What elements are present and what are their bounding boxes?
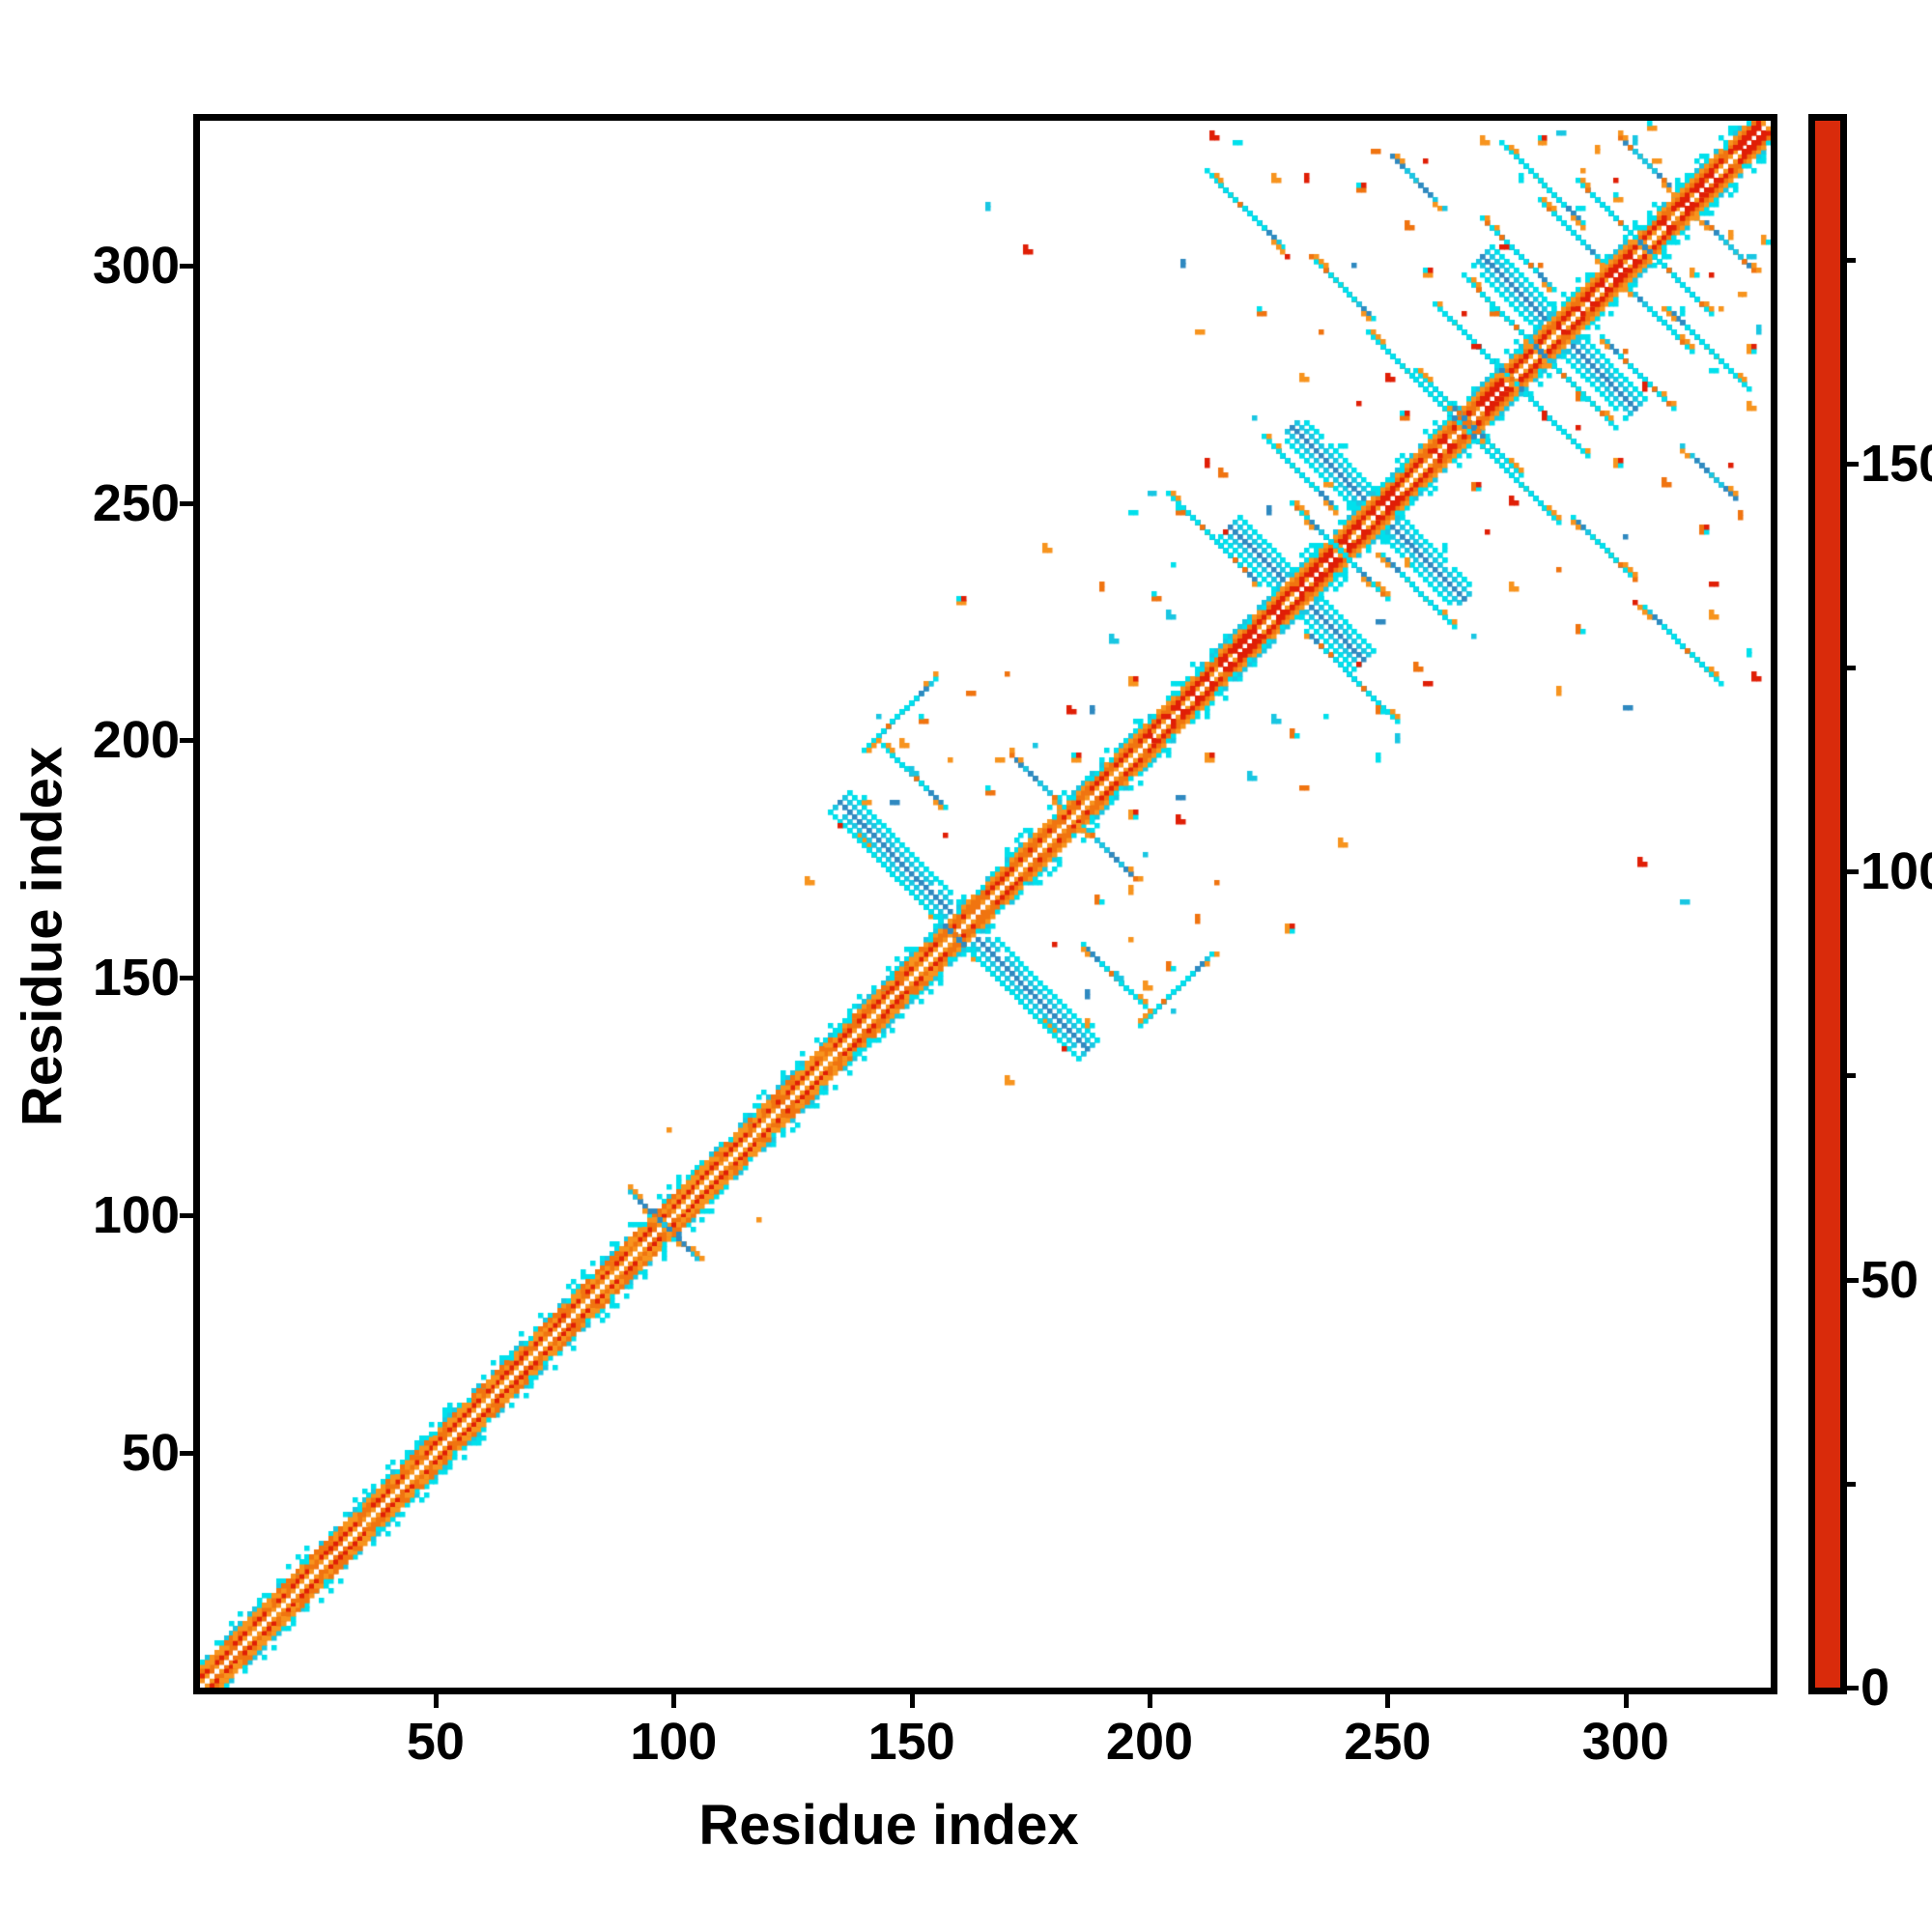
y-axis-title: Residue index [11, 746, 74, 1127]
colorbar-tick-label: 50 [1861, 1250, 1919, 1309]
colorbar-tick-mark [1847, 1277, 1859, 1283]
x-tick-mark [433, 1694, 439, 1708]
colorbar-minor-tick [1847, 1073, 1856, 1079]
y-tick-mark [180, 976, 193, 981]
colorbar-tick-mark [1847, 461, 1859, 467]
x-tick-label: 300 [1581, 1713, 1669, 1771]
x-tick-label: 250 [1344, 1713, 1432, 1771]
colorbar-tick-label: 0 [1861, 1659, 1890, 1717]
y-tick-label: 100 [92, 1185, 180, 1244]
colorbar-tick-mark [1847, 1686, 1859, 1690]
x-tick-mark [1385, 1694, 1391, 1708]
x-tick-mark [671, 1694, 677, 1708]
x-tick-mark [1147, 1694, 1152, 1708]
contact-map-canvas [200, 121, 1771, 1688]
y-tick-label: 200 [92, 711, 180, 770]
contact-map-plot [193, 114, 1777, 1694]
colorbar [1808, 114, 1847, 1694]
y-tick-mark [180, 738, 193, 744]
x-tick-label: 100 [630, 1713, 718, 1771]
y-tick-mark [180, 1450, 193, 1456]
colorbar-minor-tick [1847, 257, 1856, 263]
y-tick-mark [180, 1212, 193, 1218]
y-tick-label: 300 [92, 236, 180, 295]
y-tick-mark [180, 500, 193, 506]
colorbar-tick-label: 150 [1861, 434, 1932, 493]
colorbar-gradient [1815, 121, 1840, 1688]
colorbar-tick-mark [1847, 869, 1859, 875]
x-tick-label: 150 [867, 1713, 955, 1771]
colorbar-minor-tick [1847, 1481, 1856, 1487]
x-tick-label: 200 [1105, 1713, 1194, 1771]
y-tick-label: 150 [92, 949, 180, 1008]
x-axis-title: Residue index [698, 1794, 1079, 1857]
colorbar-tick-label: 100 [1861, 842, 1932, 901]
x-tick-mark [909, 1694, 915, 1708]
x-tick-label: 50 [406, 1713, 465, 1771]
y-tick-mark [180, 263, 193, 269]
y-tick-label: 250 [92, 473, 180, 532]
x-tick-mark [1623, 1694, 1629, 1708]
colorbar-minor-tick [1847, 666, 1856, 670]
y-tick-label: 50 [121, 1423, 180, 1482]
